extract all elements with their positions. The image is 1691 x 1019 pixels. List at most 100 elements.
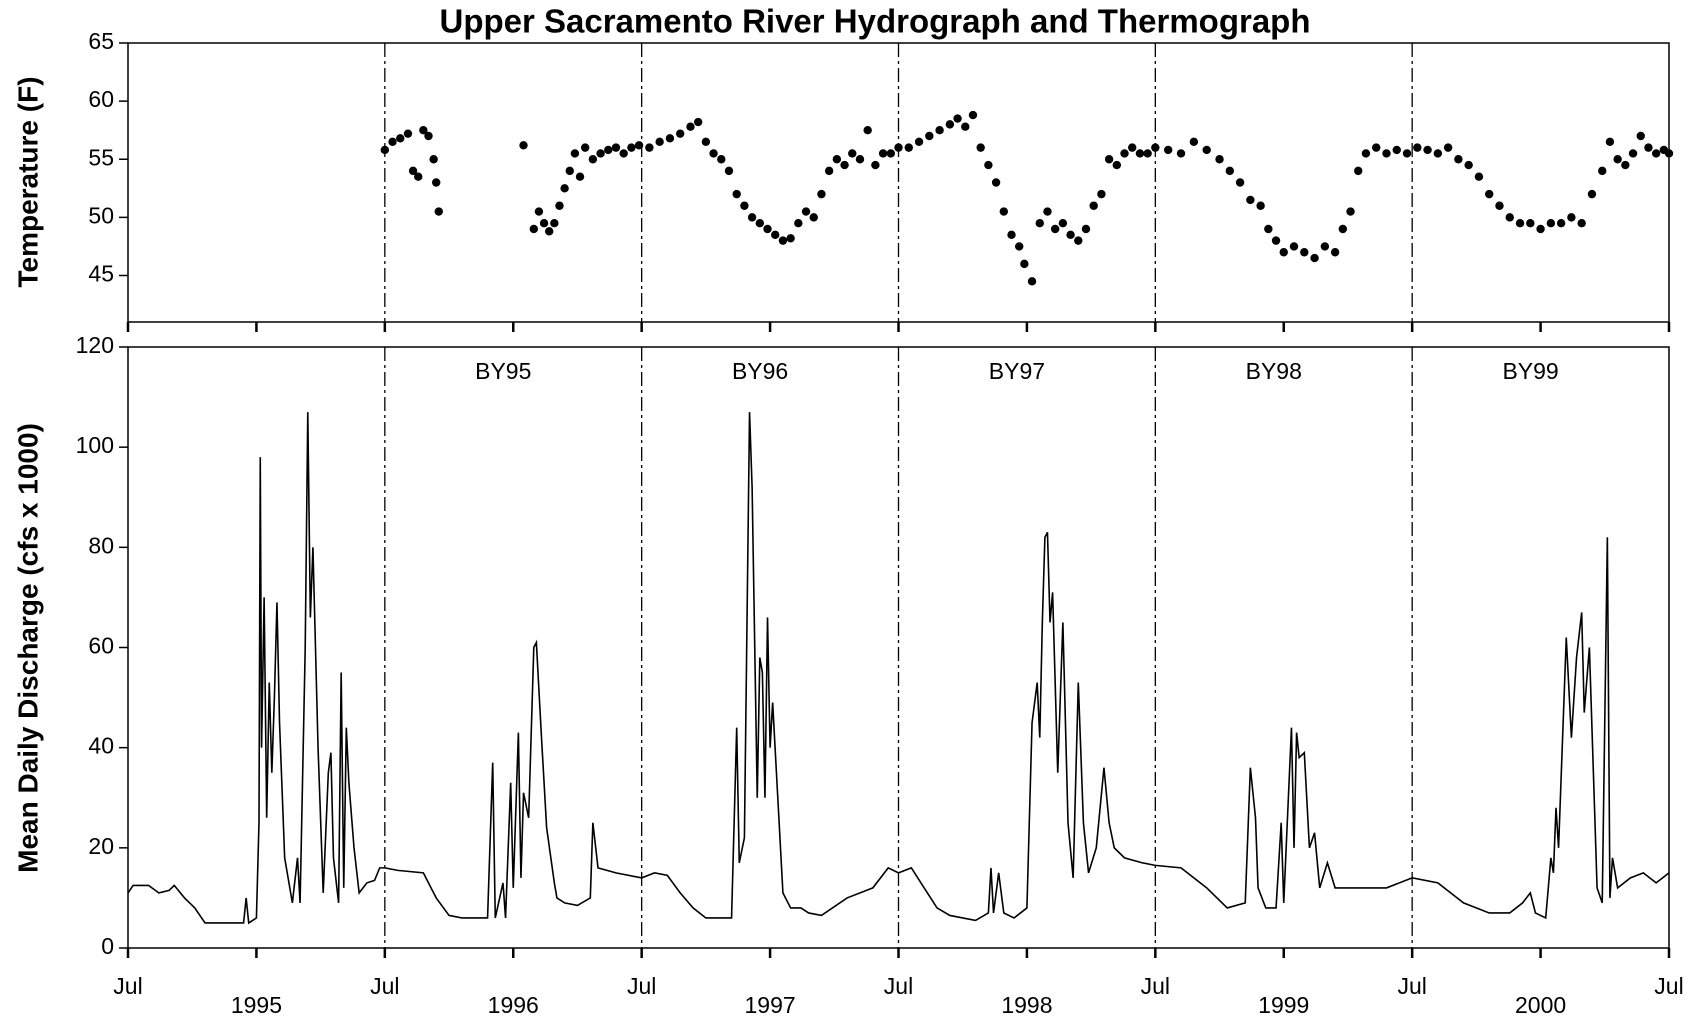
data-point [1613,155,1622,164]
data-point [1320,242,1330,251]
data-point [424,131,433,141]
data-point [1089,201,1098,210]
data-point [1066,230,1075,240]
y-tick-label: 55 [88,144,114,170]
data-point [560,184,569,193]
data-point [832,155,842,164]
data-point [1546,218,1556,228]
data-point [1485,189,1494,199]
data-point [627,143,636,152]
data-point [1202,145,1211,155]
x-tick-label: 1996 [488,992,539,1018]
data-point [1235,178,1245,187]
data-point [886,149,895,158]
x-tick-label: Jul [113,973,142,999]
data-point [1644,143,1653,152]
data-point [665,134,675,143]
data-point [840,160,849,170]
data-point [709,149,718,158]
data-point [1074,236,1083,245]
data-point [1413,143,1422,152]
data-point [724,166,734,176]
data-point [550,218,559,228]
data-point [809,213,818,222]
data-point [570,149,580,158]
x-tick-label: Jul [884,973,913,999]
data-point [1354,166,1363,176]
data-point [1338,224,1348,234]
data-point [1598,166,1607,176]
data-point [596,149,605,158]
data-point [686,122,695,131]
data-point [1605,137,1615,147]
data-point [1043,207,1052,216]
data-point [717,155,726,164]
annotation: BY95 [475,358,531,384]
data-point [801,207,811,216]
data-point [1464,160,1473,170]
data-point [1264,224,1273,234]
data-point [575,172,585,181]
data-point [1556,218,1566,228]
data-point [894,143,903,152]
data-point [1495,201,1504,210]
data-point [1628,149,1638,158]
y-tick-label: 40 [88,733,114,759]
data-point [1246,195,1255,205]
annotation: BY98 [1246,358,1302,384]
data-point [1621,160,1630,170]
data-point [1372,143,1381,152]
annotation: BY97 [989,358,1045,384]
data-point [755,218,765,228]
data-point [1567,213,1576,222]
data-point [1310,253,1319,263]
y-tick-label: 20 [88,833,114,859]
data-point [1097,189,1106,199]
data-point [1382,149,1391,158]
data-point [1120,149,1129,158]
data-point [1176,149,1186,158]
data-line [127,412,1670,925]
x-tick-label: 1999 [1258,992,1309,1018]
annotation: BY99 [1502,358,1558,384]
x-tick-label: 1998 [1001,992,1052,1018]
data-point [1289,242,1299,251]
y-axis-label: Mean Daily Discharge (cfs x 1000) [12,423,43,873]
data-point [403,129,413,138]
data-point [771,230,780,240]
data-point [935,125,944,135]
data-point [1104,155,1114,164]
data-point [539,218,549,228]
data-point [855,155,865,164]
data-point [1143,149,1152,158]
data-point [1279,248,1288,257]
data-point [763,224,772,234]
data-point [432,178,441,187]
y-tick-label: 80 [88,532,114,558]
data-point [914,137,924,147]
data-point [434,207,443,216]
data-point [634,141,644,150]
data-point [1515,218,1525,228]
data-point [1020,259,1029,269]
y-tick-label: 120 [76,332,114,358]
data-point [1058,218,1068,228]
data-point [1112,160,1122,170]
data-point [1007,230,1016,240]
data-point [414,172,423,181]
data-point [655,137,664,147]
data-point [1135,149,1145,158]
data-point [1433,149,1443,158]
data-point [588,155,598,164]
data-point [848,149,857,158]
data-point [976,143,985,152]
data-point [645,143,654,152]
data-point [778,236,788,245]
data-point [968,110,978,120]
y-tick-label: 60 [88,633,114,659]
data-point [611,143,621,152]
data-point [1664,149,1674,158]
data-point [1474,172,1484,181]
data-point [1330,248,1340,257]
data-point [817,189,826,199]
